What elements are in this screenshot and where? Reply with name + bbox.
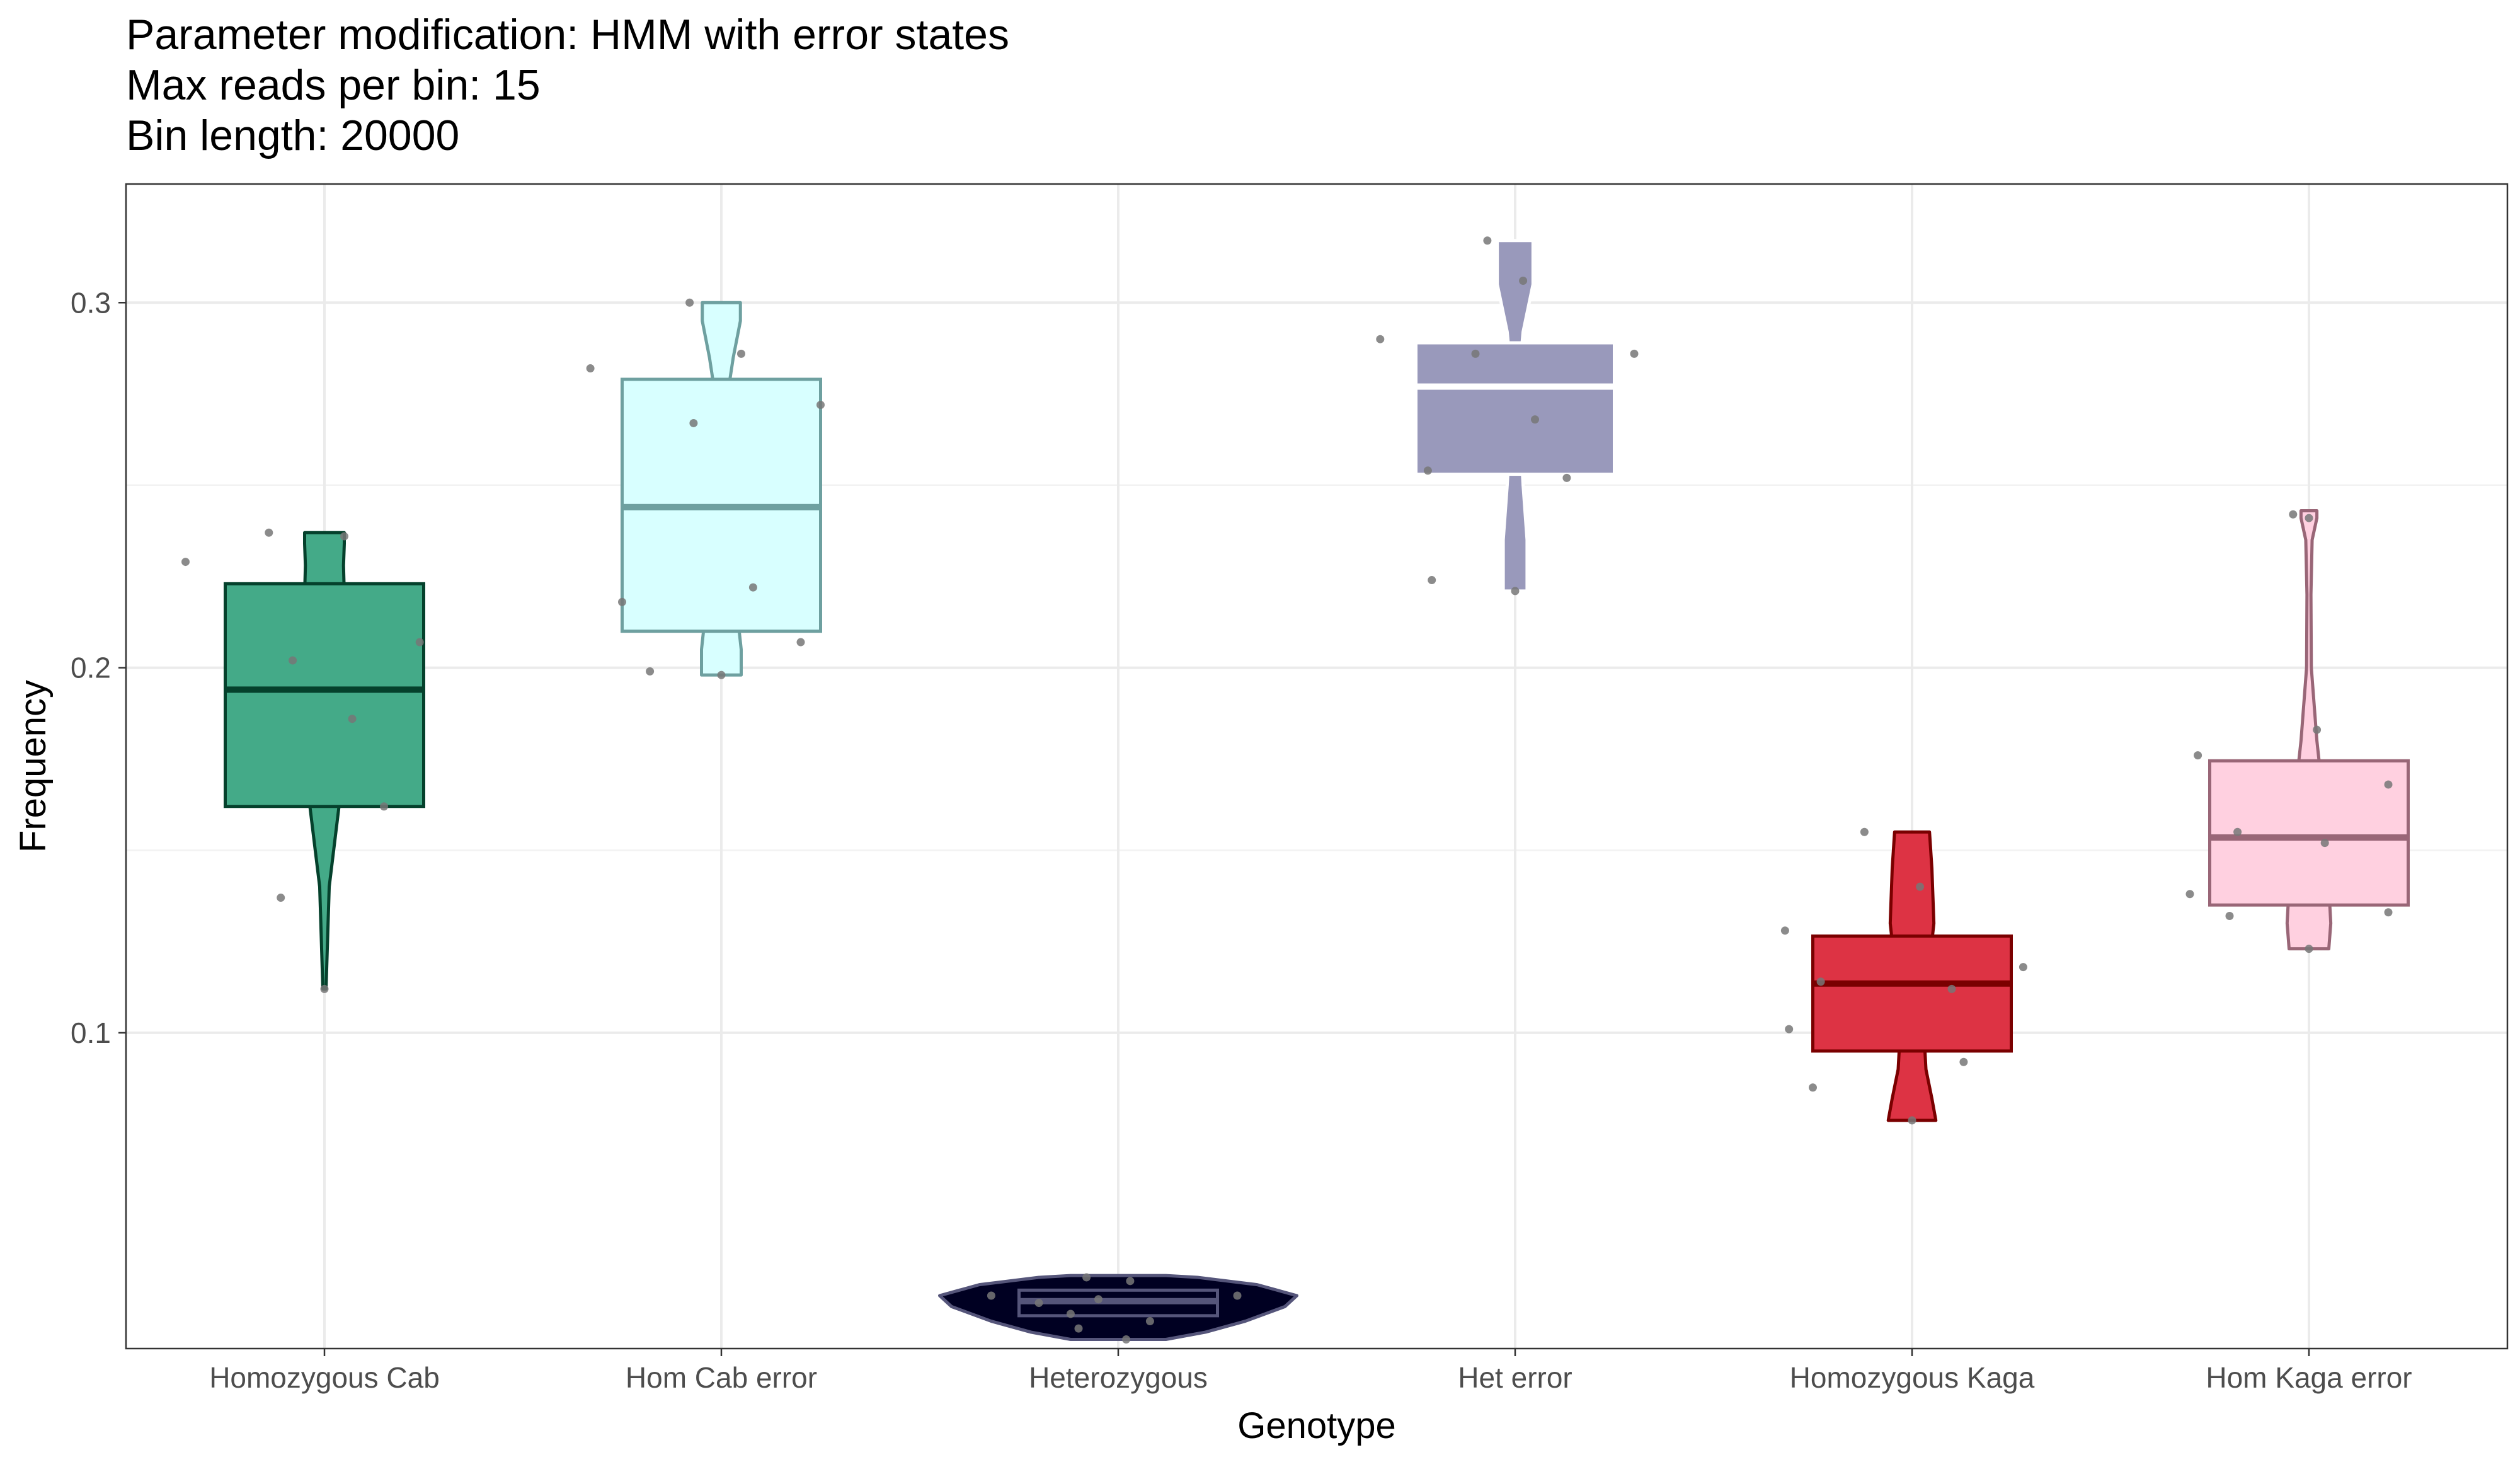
data-point	[717, 671, 726, 679]
data-point	[1562, 473, 1571, 482]
data-point	[265, 528, 273, 537]
data-point	[586, 364, 595, 373]
data-point	[618, 597, 626, 606]
data-point	[1094, 1295, 1102, 1304]
group-het-error	[1376, 236, 1639, 596]
x-tick-label: Homozygous Cab	[209, 1361, 440, 1394]
data-point	[1034, 1299, 1043, 1308]
data-point	[181, 558, 190, 567]
data-point	[1519, 277, 1528, 285]
data-point	[1780, 926, 1789, 935]
data-point	[1233, 1291, 1242, 1300]
data-point	[2313, 725, 2322, 734]
data-point	[1122, 1335, 1131, 1344]
data-point	[816, 400, 825, 409]
data-point	[1785, 1025, 1794, 1033]
group-hom-kaga-error	[2185, 509, 2410, 953]
data-point	[689, 418, 698, 427]
data-point	[796, 638, 805, 647]
data-point	[1531, 415, 1539, 424]
data-point	[1816, 977, 1825, 986]
data-point	[380, 802, 388, 811]
data-point	[2194, 751, 2202, 760]
y-axis-title: Frequency	[13, 680, 54, 853]
data-point	[348, 715, 357, 723]
data-point	[1908, 1116, 1916, 1125]
title-line-1: Parameter modification: HMM with error s…	[126, 11, 1009, 59]
data-point	[737, 349, 745, 358]
x-tick-label: Het error	[1458, 1361, 1572, 1394]
x-axis-title: Genotype	[1237, 1405, 1396, 1446]
data-point	[277, 894, 285, 902]
data-point	[2384, 908, 2393, 917]
data-point	[1428, 576, 1436, 585]
plot-border	[125, 183, 2509, 1350]
data-point	[1145, 1317, 1154, 1326]
data-point	[1809, 1083, 1817, 1092]
data-point	[415, 638, 424, 647]
data-point	[1126, 1277, 1135, 1286]
data-point	[1082, 1273, 1091, 1282]
group-homozygous-cab	[181, 528, 425, 993]
data-point	[2019, 963, 2027, 972]
data-point	[2320, 839, 2329, 848]
chart-title: Parameter modification: HMM with error s…	[126, 11, 1009, 159]
data-point	[987, 1291, 995, 1300]
data-point	[1959, 1057, 1968, 1066]
x-tick-label: Homozygous Kaga	[1790, 1361, 2035, 1394]
data-point	[1947, 984, 1956, 993]
x-tick-label: Hom Kaga error	[2206, 1361, 2412, 1394]
title-line-3: Bin length: 20000	[126, 112, 459, 159]
data-point	[1511, 587, 1520, 596]
data-point	[1483, 236, 1492, 245]
y-tick-label: 0.2	[71, 652, 111, 684]
data-point	[748, 583, 757, 592]
data-point	[2185, 890, 2194, 899]
y-tick-label: 0.1	[71, 1016, 111, 1049]
box	[2208, 759, 2410, 907]
data-point	[1860, 827, 1869, 836]
box	[224, 582, 425, 809]
data-point	[1630, 349, 1639, 358]
data-point	[1423, 466, 1432, 475]
group-heterozygous	[938, 1273, 1298, 1344]
x-tick-label: Hom Cab error	[626, 1361, 817, 1394]
group-hom-cab-error	[586, 298, 825, 679]
group-homozygous-kaga	[1780, 827, 2027, 1125]
data-point	[2305, 514, 2313, 522]
plot-panel	[126, 184, 2507, 1349]
box	[1811, 934, 2013, 1053]
data-point	[289, 656, 297, 665]
y-tick-label: 0.3	[71, 286, 111, 319]
plot-marks	[181, 236, 2410, 1344]
data-point	[1066, 1309, 1075, 1318]
data-point	[2225, 912, 2234, 921]
data-point	[1471, 349, 1480, 358]
data-point	[646, 667, 655, 676]
data-point	[1074, 1324, 1083, 1333]
data-point	[2233, 827, 2242, 836]
data-point	[2289, 510, 2298, 519]
x-tick-label: Heterozygous	[1029, 1361, 1208, 1394]
data-point	[320, 984, 329, 993]
axes: 0.1 0.2 0.3 Homozygous Cab Hom Cab error Hete…	[71, 286, 2412, 1394]
data-point	[685, 298, 694, 307]
title-line-2: Max reads per bin: 15	[126, 61, 541, 109]
data-point	[340, 532, 348, 541]
data-point	[2384, 780, 2393, 789]
data-point	[1376, 335, 1385, 343]
box	[1414, 341, 1616, 476]
data-point	[1916, 882, 1925, 891]
data-point	[2305, 945, 2313, 953]
